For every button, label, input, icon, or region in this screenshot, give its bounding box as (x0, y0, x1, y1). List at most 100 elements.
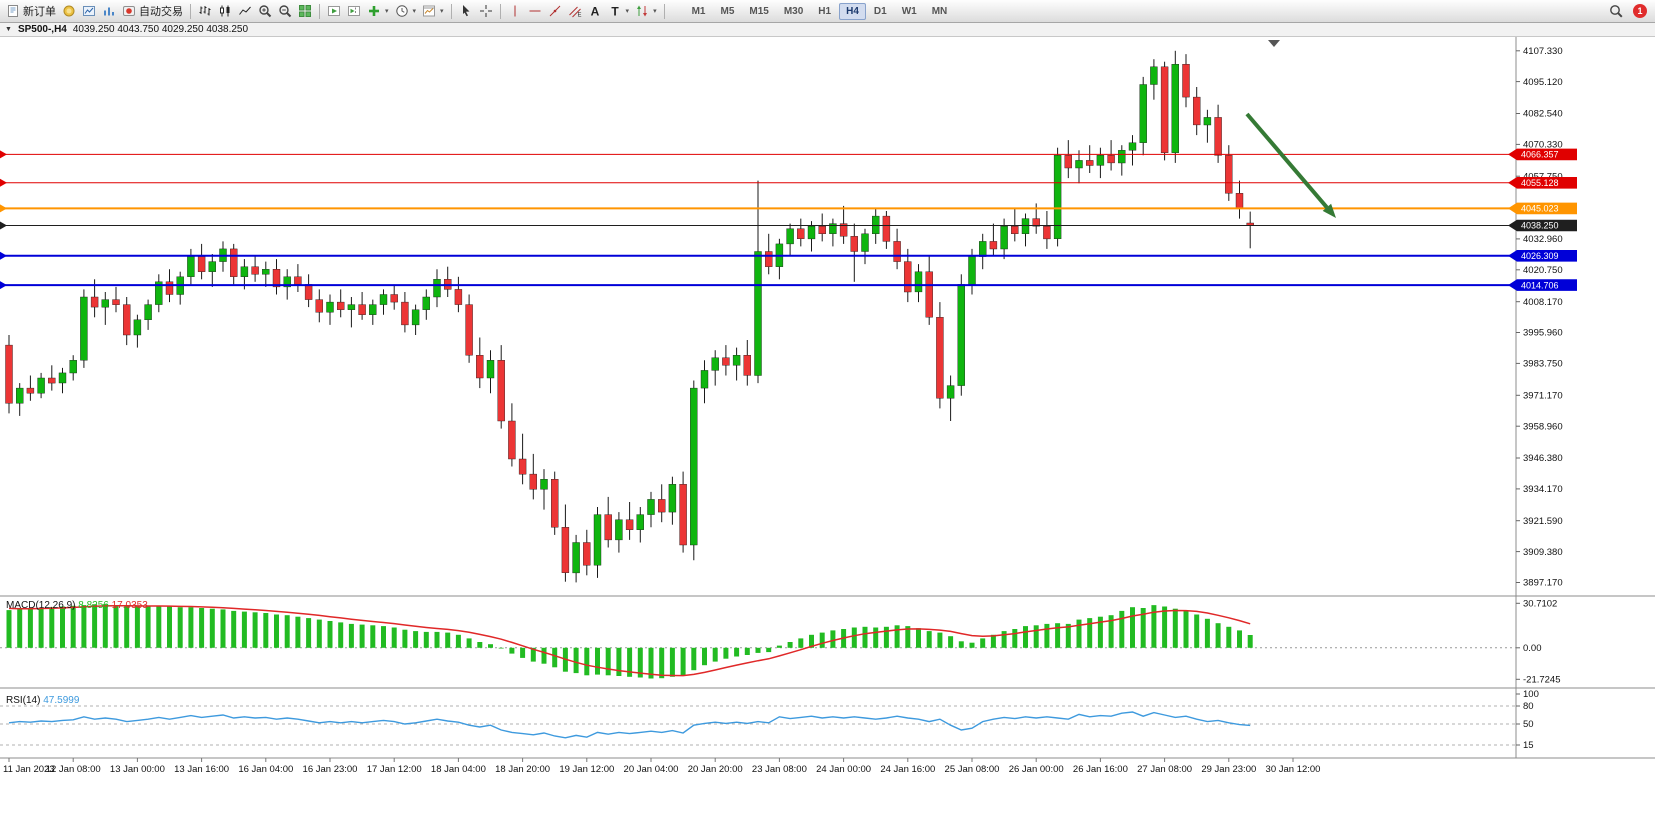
svg-text:T: T (611, 5, 619, 19)
candle (1107, 140, 1115, 171)
timeframe-M5[interactable]: M5 (720, 5, 735, 17)
auto-scroll-button[interactable] (324, 2, 344, 20)
text-tool-button[interactable]: A (585, 2, 605, 20)
candle (187, 248, 195, 285)
candle (775, 238, 784, 280)
new-order-button[interactable]: 新订单 (3, 2, 59, 20)
algo-trading-button[interactable]: 自动交易 (119, 2, 186, 20)
chart-shift-button[interactable] (344, 2, 364, 20)
candle (904, 248, 912, 303)
bars-icon (199, 6, 211, 16)
rsi-tick-label: 50 (1523, 719, 1534, 730)
timeframe-M15[interactable]: M15 (749, 5, 769, 17)
candle (1075, 150, 1083, 184)
candle (497, 345, 505, 429)
price-tick-label: 3897.170 (1523, 578, 1563, 589)
notification-badge[interactable]: 1 (1633, 4, 1647, 18)
price-marker-arrow (0, 251, 7, 260)
timeframe-M30[interactable]: M30 (783, 5, 804, 17)
market-watch-icon (104, 7, 114, 16)
price-tick-label: 4107.330 (1523, 46, 1563, 57)
candle (401, 292, 409, 333)
candle (465, 294, 473, 363)
horizontal-line-tool-button[interactable] (525, 2, 545, 20)
cursor-icon (462, 5, 470, 17)
timeframe-M1[interactable]: M1 (691, 5, 706, 17)
timeframe-H1[interactable]: H1 (818, 5, 832, 17)
price-tick-label: 4032.960 (1523, 234, 1563, 245)
timeframe-MN[interactable]: MN (931, 5, 948, 17)
candle (807, 221, 816, 252)
channel-tool-button[interactable]: E (565, 2, 585, 20)
search-icon (1610, 5, 1623, 18)
toolbar-separator (319, 3, 320, 19)
horizontal-line-object[interactable] (0, 204, 1516, 213)
search-button[interactable] (1606, 2, 1626, 20)
horizontal-line-object[interactable] (0, 251, 1516, 260)
zoom-in-button[interactable] (255, 2, 275, 20)
candle (529, 453, 537, 500)
timeframe-H4[interactable]: H4 (839, 2, 866, 20)
tline-icon (549, 5, 560, 17)
chart-shift-marker[interactable] (1268, 40, 1280, 47)
candle (668, 476, 677, 525)
timeframe-W1[interactable]: W1 (901, 5, 917, 17)
crosshair-tool-button[interactable] (476, 2, 496, 20)
tile-windows-button[interactable] (295, 2, 315, 20)
price-tick-label: 4095.120 (1523, 77, 1563, 88)
candle (679, 471, 687, 553)
chart-menu-icon[interactable]: ▼ (5, 25, 12, 33)
open-charts-button[interactable] (79, 2, 99, 20)
horizontal-line-object[interactable] (0, 281, 1516, 290)
mql5-services-button[interactable] (59, 2, 79, 20)
arrows-tool-button[interactable]: ▾ (632, 2, 660, 20)
dropdown-caret: ▾ (440, 8, 444, 15)
line-mode-button[interactable] (235, 2, 255, 20)
cursor-tool-button[interactable] (456, 2, 476, 20)
label-tool-button[interactable]: T ▾ (605, 2, 633, 20)
zoom-out-button[interactable] (275, 2, 295, 20)
price-label-badge: 4055.128 (1508, 177, 1577, 189)
timeframe-group: M1 M5 M15 M30 H1 H4 D1 W1 MN (685, 2, 955, 20)
horizontal-line-object[interactable] (0, 178, 1516, 187)
clock-icon (395, 5, 408, 17)
time-axis-label: 16 Jan 23:00 (303, 764, 358, 775)
indicators-button[interactable]: ▾ (364, 2, 392, 20)
price-label-badge: 4014.706 (1508, 279, 1577, 291)
candle (829, 218, 837, 247)
candle (101, 292, 110, 325)
horizontal-line-object[interactable] (0, 150, 1516, 159)
candle (583, 529, 591, 576)
bars-mode-button[interactable] (195, 2, 215, 20)
time-axis-label: 18 Jan 20:00 (495, 764, 550, 775)
dropdown-caret: ▾ (412, 8, 417, 15)
candle (26, 375, 35, 401)
price-label-badge: 4066.357 (1508, 148, 1577, 161)
timeframe-D1[interactable]: D1 (873, 5, 887, 17)
candlestick-series (5, 50, 1254, 583)
rsi-tick-label: 80 (1523, 701, 1534, 712)
price-tick-label: 4057.750 (1523, 171, 1563, 182)
candle (369, 299, 377, 325)
templates-button[interactable]: ▾ (419, 2, 447, 20)
button-label: 自动交易 (139, 6, 183, 18)
trendline-tool-button[interactable] (545, 2, 565, 20)
candle (5, 335, 13, 414)
market-watch-button[interactable] (99, 2, 119, 20)
trend-arrow-annotation[interactable] (1245, 112, 1336, 218)
candle (893, 228, 901, 270)
candles-mode-button[interactable] (215, 2, 235, 20)
time-axis-label: 27 Jan 08:00 (1137, 764, 1192, 775)
channel-icon: E (568, 6, 581, 18)
candle (850, 223, 858, 282)
chart-caption-bar: ▼ SP500-,H4 4039.250 4043.750 4029.250 4… (0, 22, 1655, 37)
text-a-icon: A (590, 5, 599, 19)
periods-button[interactable]: ▾ (392, 2, 420, 20)
time-axis-label: 16 Jan 04:00 (238, 764, 293, 775)
horizontal-line-object[interactable] (0, 221, 1516, 230)
candle (1118, 145, 1126, 176)
candle (326, 294, 334, 325)
vertical-line-tool-button[interactable] (505, 2, 525, 20)
candle (979, 233, 987, 270)
